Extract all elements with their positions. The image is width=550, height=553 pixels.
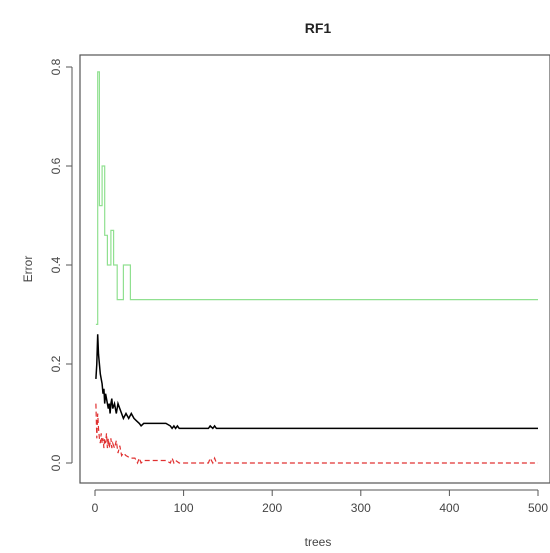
y-tick-label: 0.0: [49, 454, 63, 471]
y-tick-label: 0.2: [49, 355, 63, 372]
x-tick-label: 500: [528, 501, 548, 515]
series-line-3: [95, 403, 538, 465]
y-tick-label: 0.4: [49, 256, 63, 273]
x-tick-label: 0: [92, 501, 99, 515]
series-layer: [95, 71, 538, 465]
chart-title: RF1: [305, 20, 332, 36]
x-tick-label: 400: [439, 501, 459, 515]
y-tick-label: 0.8: [49, 58, 63, 75]
series-line-2: [95, 334, 538, 430]
plot-frame: [79, 54, 550, 484]
x-axis-title: trees: [305, 535, 332, 549]
y-axis: 0.0 0.2 0.4 0.6 0.8: [49, 58, 73, 471]
x-tick-label: 100: [174, 501, 194, 515]
y-axis-title: Error: [21, 256, 35, 283]
series-line-1: [95, 71, 538, 325]
x-axis: 0 100 200 300 400 500: [92, 489, 548, 515]
y-tick-label: 0.6: [49, 157, 63, 174]
x-tick-label: 300: [351, 501, 371, 515]
x-tick-label: 200: [262, 501, 282, 515]
